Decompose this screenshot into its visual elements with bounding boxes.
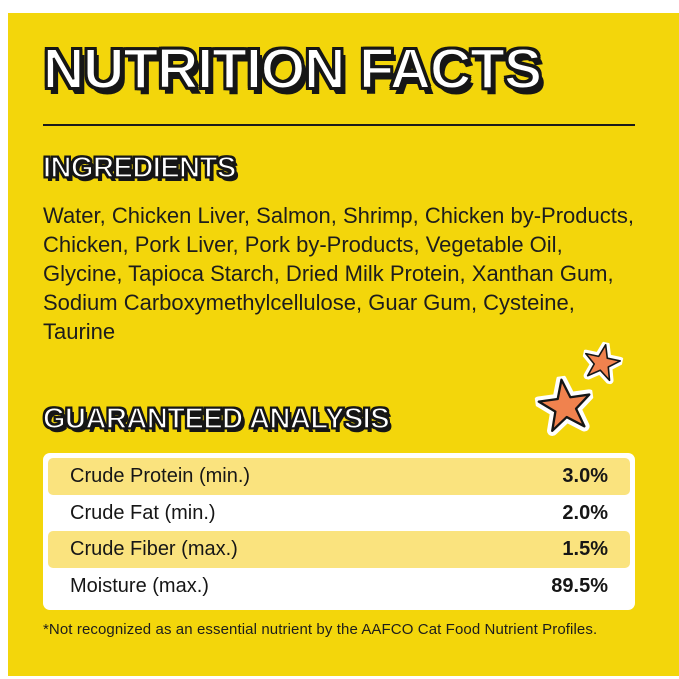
- aafco-footnote: *Not recognized as an essential nutrient…: [43, 621, 598, 638]
- table-row: Crude Fiber (max.) 1.5%: [48, 531, 630, 569]
- row-value: 89.5%: [551, 574, 608, 597]
- label-panel: NUTRITION FACTS INGREDIENTS Water, Chick…: [8, 13, 679, 676]
- row-label: Crude Protein (min.): [70, 464, 251, 487]
- title-divider: [43, 124, 635, 126]
- row-value: 3.0%: [562, 464, 608, 487]
- row-value: 1.5%: [562, 538, 608, 561]
- row-value: 2.0%: [562, 501, 608, 524]
- table-row: Crude Fat (min.) 2.0%: [48, 494, 630, 532]
- star-icon: [533, 374, 595, 437]
- row-label: Moisture (max.): [70, 574, 209, 597]
- row-label: Crude Fiber (max.): [70, 538, 238, 561]
- ingredients-heading: INGREDIENTS: [42, 151, 237, 185]
- table-row: Crude Protein (min.) 3.0%: [48, 458, 630, 495]
- ingredients-list: Water, Chicken Liver, Salmon, Shrimp, Ch…: [43, 203, 634, 344]
- page-title: NUTRITION FACTS: [42, 36, 543, 102]
- guaranteed-analysis-table: Crude Protein (min.) 3.0% Crude Fat (min…: [43, 453, 635, 610]
- guaranteed-analysis-heading: GUARANTEED ANALYSIS: [42, 402, 390, 436]
- row-label: Crude Fat (min.): [70, 501, 216, 524]
- table-row: Moisture (max.) 89.5%: [48, 568, 630, 605]
- star-icon: [581, 340, 625, 385]
